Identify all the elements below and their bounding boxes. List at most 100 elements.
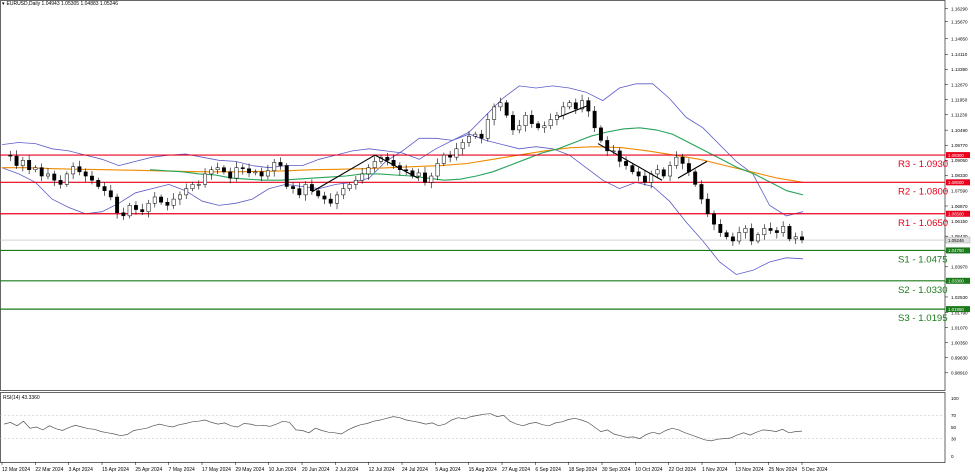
candle-up bbox=[20, 160, 25, 166]
x-tick-label: 25 Nov 2024 bbox=[769, 467, 798, 473]
candle-up bbox=[435, 163, 440, 177]
candle-down bbox=[699, 184, 704, 200]
symbol-label: EURUSD,Daily bbox=[6, 1, 41, 7]
x-tick-label: 17 May 2024 bbox=[202, 467, 231, 473]
y-tick-label: 1.14850 bbox=[951, 37, 968, 42]
x-tick-label: 18 Sep 2024 bbox=[569, 467, 598, 473]
x-tick-label: 2 Jul 2024 bbox=[335, 467, 358, 473]
trend-line bbox=[597, 143, 663, 181]
y-tick-label: 1.09050 bbox=[951, 158, 968, 163]
candle-down bbox=[27, 160, 32, 170]
candle-up bbox=[372, 161, 377, 168]
candle-down bbox=[291, 186, 295, 189]
trend-line bbox=[374, 154, 419, 179]
candle-up bbox=[674, 156, 679, 166]
candle-down bbox=[134, 205, 138, 210]
candle-down bbox=[221, 167, 226, 173]
candle-up bbox=[756, 234, 760, 242]
x-tick-label: 5 Dec 2024 bbox=[802, 467, 828, 473]
candle-down bbox=[749, 228, 754, 242]
candle-down bbox=[730, 236, 735, 242]
trend-lines bbox=[311, 104, 708, 193]
candle-up bbox=[64, 173, 69, 185]
candle-down bbox=[259, 171, 264, 177]
level-price-tag-text: 1.09300 bbox=[948, 153, 964, 158]
candle-up bbox=[177, 194, 182, 200]
candle-up bbox=[762, 228, 767, 235]
level-label: R1 - 1.0650 bbox=[898, 218, 948, 229]
trend-line bbox=[557, 104, 591, 118]
candle-up bbox=[253, 171, 258, 174]
candle-up bbox=[548, 119, 553, 126]
candle-up bbox=[467, 135, 471, 143]
x-tick-label: 7 May 2024 bbox=[169, 467, 195, 473]
x-tick-label: 15 Apr 2024 bbox=[102, 467, 129, 473]
candlestick-series bbox=[8, 94, 804, 247]
candle-up bbox=[146, 203, 151, 212]
candle-down bbox=[536, 123, 541, 129]
candle-down bbox=[83, 171, 88, 177]
candle-down bbox=[328, 198, 333, 204]
y-tick-label: 1.01070 bbox=[951, 325, 968, 330]
candle-down bbox=[52, 173, 57, 181]
candle-down bbox=[159, 196, 164, 203]
candle-down bbox=[284, 165, 289, 187]
level-price-tag-text: 1.06500 bbox=[948, 212, 964, 217]
y-tick-label: 1.06150 bbox=[951, 219, 968, 224]
level-price-tag-text: 1.04750 bbox=[948, 248, 964, 253]
candle-up bbox=[127, 205, 132, 217]
candle-up bbox=[781, 226, 786, 233]
level-label: S1 - 1.0475 bbox=[898, 254, 948, 265]
candle-up bbox=[341, 188, 346, 196]
candle-down bbox=[39, 167, 44, 177]
candle-down bbox=[121, 212, 126, 217]
candle-down bbox=[108, 190, 113, 198]
level-label: S2 - 1.0330 bbox=[898, 285, 948, 296]
y-tick-label: 1.03970 bbox=[951, 265, 968, 270]
candle-up bbox=[737, 232, 742, 242]
y-tick-label: 1.00350 bbox=[951, 340, 968, 345]
candle-up bbox=[184, 188, 189, 196]
ma-orange-line bbox=[2, 146, 804, 183]
candle-up bbox=[190, 184, 195, 189]
candle-down bbox=[624, 161, 629, 166]
level-price-tag bbox=[946, 247, 970, 254]
candle-down bbox=[322, 195, 327, 200]
candle-down bbox=[58, 179, 63, 185]
candle-up bbox=[203, 173, 208, 185]
candle-up bbox=[460, 142, 465, 150]
y-tick-label: 1.07590 bbox=[951, 189, 968, 194]
candle-down bbox=[724, 232, 729, 238]
candle-up bbox=[429, 175, 434, 183]
x-tick-label: 13 Nov 2024 bbox=[735, 467, 764, 473]
x-tick-label: 29 May 2024 bbox=[235, 467, 264, 473]
candle-down bbox=[705, 198, 710, 215]
rsi-tick-label: 0 bbox=[951, 454, 954, 459]
collapse-triangle-icon[interactable]: ▾ bbox=[2, 1, 5, 7]
candle-down bbox=[768, 228, 773, 231]
candle-down bbox=[309, 184, 314, 191]
candle-down bbox=[504, 102, 509, 116]
bollinger-bands bbox=[1, 83, 804, 275]
x-tick-label: 5 Aug 2024 bbox=[435, 467, 461, 473]
candle-down bbox=[102, 186, 107, 191]
x-tick-label: 27 Aug 2024 bbox=[502, 467, 530, 473]
candle-up bbox=[71, 166, 76, 175]
x-tick-label: 30 Sep 2024 bbox=[602, 467, 631, 473]
x-tick-label: 6 Sep 2024 bbox=[535, 467, 561, 473]
candle-down bbox=[642, 175, 647, 183]
candle-up bbox=[272, 162, 277, 172]
rsi-panel-frame bbox=[0, 392, 946, 463]
candle-down bbox=[278, 162, 283, 166]
candle-down bbox=[423, 172, 427, 183]
bb-lower-band bbox=[1, 133, 804, 275]
candle-up bbox=[523, 115, 528, 126]
y-tick-label: 1.13390 bbox=[951, 67, 968, 72]
candle-up bbox=[542, 125, 547, 129]
candle-down bbox=[448, 154, 453, 158]
candle-up bbox=[265, 170, 270, 177]
candle-up bbox=[492, 106, 497, 120]
candle-down bbox=[316, 190, 321, 197]
candle-down bbox=[8, 154, 13, 157]
rsi-series: 100 70 50 30 0 bbox=[0, 396, 959, 459]
